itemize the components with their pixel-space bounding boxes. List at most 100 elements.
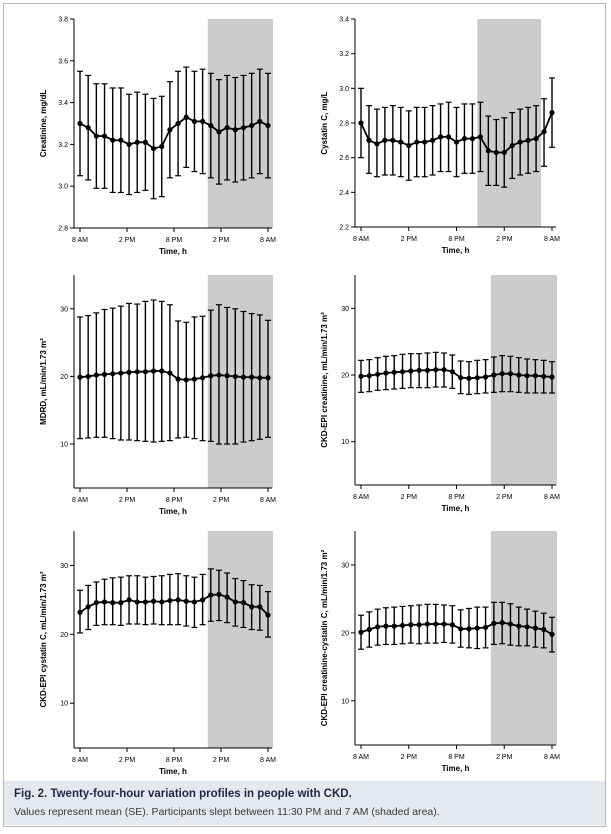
data-point [265,122,271,129]
data-point [134,599,140,605]
data-point [159,368,165,374]
data-point [532,625,538,631]
data-point [482,374,489,380]
data-point [482,624,489,631]
data-point [191,376,198,382]
x-tick-label: 8 PM [166,757,183,764]
data-point [390,137,396,143]
data-point [183,377,189,383]
data-point [224,594,230,600]
data-point [150,598,157,604]
data-point [499,371,505,377]
data-point [416,367,422,373]
data-point [249,374,255,380]
chart-cystatin-c: 2.2 2.4 2.6 2.8 3.0 3.2 3.4 8 AM 2 PM 8 PM 2 PM 8 A… [320,17,560,256]
data-point [183,598,189,604]
x-tick-label: 8 PM [166,237,183,244]
x-tick-label: 8 AM [72,237,88,244]
data-point [430,137,436,143]
x-tick-label: 2 PM [119,237,136,244]
data-point [110,600,116,606]
data-point [265,612,271,618]
data-point [126,369,132,375]
y-axis-title: CKD-EPI creatinine-cystatin C, mL/min/1.… [320,549,329,726]
data-point [493,149,499,156]
data-point [77,120,83,127]
data-point [110,137,116,143]
data-point [466,626,472,632]
x-tick-label: 8 PM [166,497,183,504]
data-point [424,621,431,627]
data-point [208,122,214,129]
data-point [101,133,108,139]
data-point [232,127,238,133]
data-point [433,367,439,373]
sleep-shaded-area [490,275,557,485]
data-point [532,373,538,379]
y-axis-title: MDRD, mL/min/1.73 m² [39,338,48,425]
x-axis-title: Time, h [442,246,470,255]
data-point [118,370,124,376]
data-point [549,110,555,116]
data-point [414,139,420,145]
data-point [126,141,132,147]
data-point [85,373,91,380]
sleep-shaded-area [490,531,557,745]
data-point [358,629,364,635]
data-point [458,626,464,632]
x-axis-title: Time, h [442,764,470,773]
y-tick-label: 20 [60,632,68,639]
data-point [449,622,455,628]
data-point [441,367,447,373]
data-point [541,373,547,379]
y-tick-label: 10 [60,701,68,708]
x-tick-label: 8 AM [353,236,369,243]
data-point [541,129,547,135]
data-point [466,375,472,381]
x-tick-label: 8 AM [353,494,369,501]
data-point [516,623,522,629]
x-tick-label: 8 AM [72,497,88,504]
data-point [437,134,444,140]
y-tick-label: 10 [341,698,349,705]
data-point [249,122,255,129]
chart-ckd-epi-creatinine: 10 20 30 8 AM 2 PM 8 PM 2 PM 8 AM Time, h CKD-EPI… [320,275,560,513]
data-point [474,625,480,631]
x-tick-label: 2 PM [213,757,230,764]
x-tick-label: 8 AM [544,494,560,501]
x-tick-label: 8 PM [448,494,465,501]
data-point [159,599,165,605]
x-tick-label: 8 AM [544,236,560,243]
data-point [232,599,238,605]
y-tick-label: 3.0 [339,86,349,93]
data-point [85,125,91,131]
data-point [366,137,372,143]
x-tick-label: 2 PM [496,236,513,243]
y-tick-label: 2.8 [339,121,349,128]
data-point [391,369,397,375]
y-tick-label: 3.4 [339,17,349,24]
data-point [142,369,148,375]
chart-creatinine: 2.8 3.0 3.2 3.4 3.6 3.8 8 AM 2 PM 8 PM 2 PM 8 AM Ti… [39,17,276,257]
y-tick-label: 20 [341,630,349,637]
y-tick-label: 3.2 [339,51,349,58]
data-point [232,373,238,380]
x-tick-label: 8 AM [260,237,276,244]
data-point [240,125,247,131]
y-tick-label: 2.4 [339,190,349,197]
data-point [477,134,483,140]
data-point [142,139,148,145]
data-point [167,597,173,604]
x-tick-label: 8 PM [448,754,465,761]
y-tick-label: 10 [60,442,68,449]
data-point [175,597,181,603]
data-point [375,624,381,630]
data-point [200,375,206,381]
figure-title: Twenty-four-hour variation profiles in p… [50,788,352,800]
data-point [118,137,124,143]
data-point [541,626,547,633]
data-point [358,373,364,379]
data-point [469,136,476,142]
data-point [134,369,140,375]
chart-ckd-epi-creatinine-cystatin-c: 10 20 30 8 AM 2 PM 8 PM 2 PM 8 AM Time, h CKD-EPI… [320,531,560,773]
